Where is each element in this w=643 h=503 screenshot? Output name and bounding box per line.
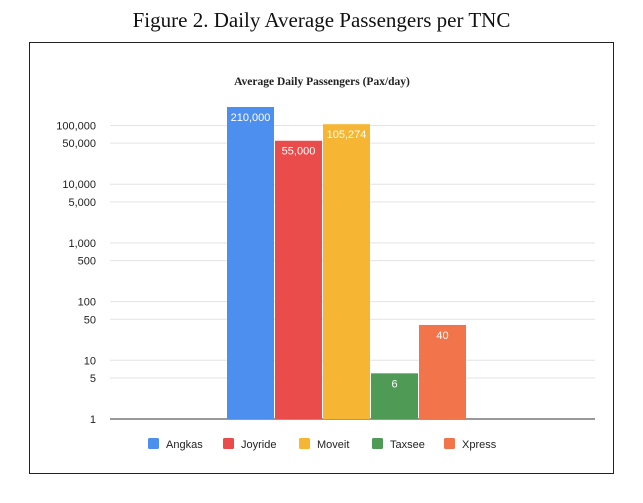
chart-title: Average Daily Passengers (Pax/day) — [234, 76, 410, 88]
bar-moveit — [323, 124, 370, 419]
legend-label-angkas: Angkas — [166, 439, 203, 451]
bar-xpress — [419, 324, 466, 419]
y-tick-label: 5,000 — [68, 197, 96, 209]
bars: 210,000 55,000 105,274 6 40 — [227, 107, 466, 419]
y-tick-label: 10,000 — [62, 179, 96, 191]
y-tick-label: 1,000 — [68, 238, 96, 250]
data-label-xpress: 40 — [436, 330, 448, 342]
legend-swatch-xpress — [444, 438, 455, 449]
data-label-taxsee: 6 — [391, 378, 397, 390]
figure-title: Figure 2. Daily Average Passengers per T… — [132, 8, 511, 32]
bar-angkas — [227, 107, 274, 419]
legend-swatch-moveit — [299, 438, 310, 449]
y-tick-label: 50 — [84, 314, 96, 326]
legend-label-moveit: Moveit — [317, 439, 349, 451]
legend-swatch-taxsee — [372, 438, 383, 449]
y-tick-label: 5 — [90, 373, 96, 385]
legend-label-taxsee: Taxsee — [390, 439, 425, 451]
legend-label-joyride: Joyride — [241, 439, 276, 451]
y-tick-label: 100 — [78, 297, 96, 309]
y-axis-ticks: 100,000 50,000 10,000 5,000 1,000 500 100 50 10 5… — [56, 121, 96, 427]
y-tick-label: 10 — [84, 355, 96, 367]
chart-svg: Average Daily Passengers (Pax/day) 100,0… — [56, 76, 595, 451]
bar-taxsee — [371, 373, 418, 419]
legend-swatch-joyride — [223, 438, 234, 449]
bar-joyride — [275, 140, 322, 419]
y-tick-label: 100,000 — [56, 121, 96, 133]
data-label-angkas: 210,000 — [231, 112, 271, 124]
legend-swatch-angkas — [148, 438, 159, 449]
legend-label-xpress: Xpress — [462, 439, 497, 451]
y-tick-label: 500 — [78, 256, 96, 268]
chart-frame: Average Daily Passengers (Pax/day) 100,0… — [29, 42, 614, 474]
data-label-moveit: 105,274 — [327, 129, 367, 141]
y-tick-label: 1 — [90, 414, 96, 426]
y-tick-label: 50,000 — [62, 138, 96, 150]
legend: Angkas Joyride Moveit Taxsee Xpress — [148, 438, 497, 451]
data-label-joyride: 55,000 — [282, 146, 316, 158]
